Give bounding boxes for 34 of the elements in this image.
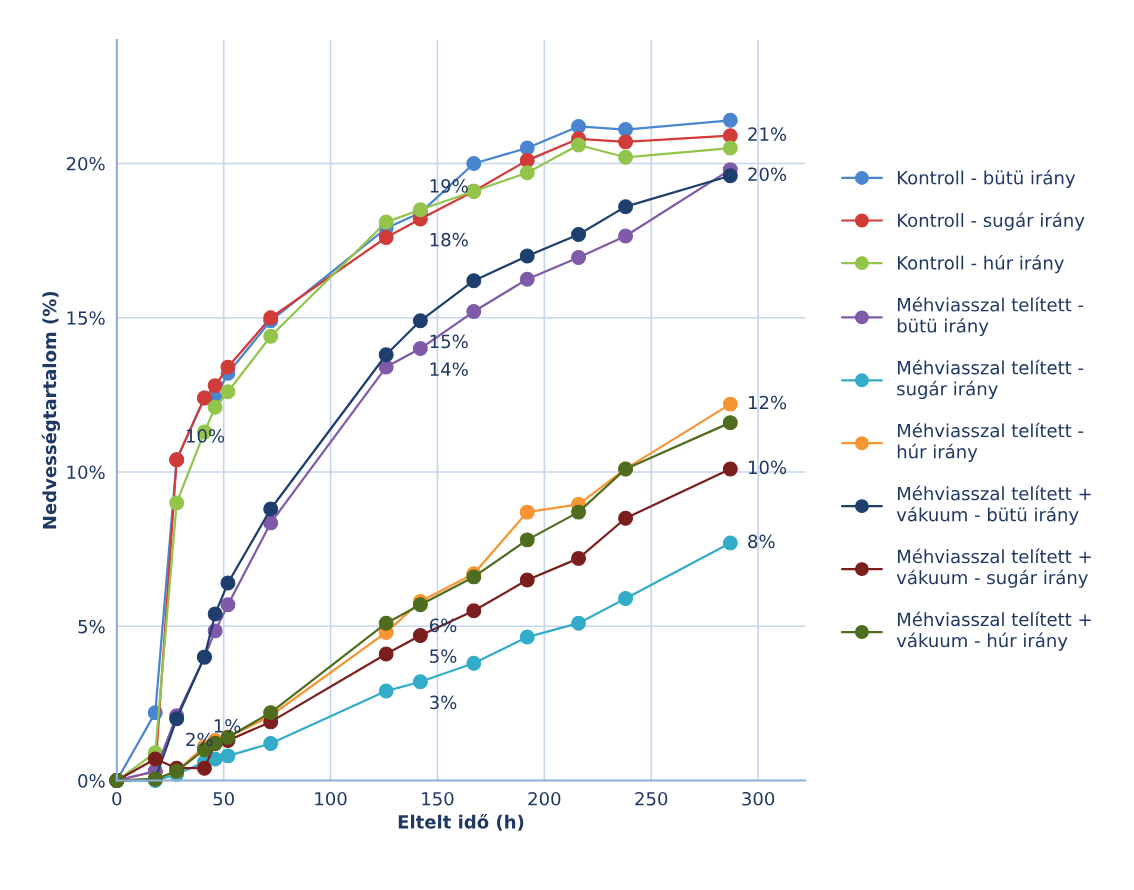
y-tick-label: 20% <box>66 156 105 171</box>
legend-label: Méhviasszal telített - sugár irány <box>897 359 1084 400</box>
data-label: 21% <box>748 127 787 141</box>
data-label: 1% <box>214 719 241 733</box>
x-tick-label: 150 <box>422 791 454 806</box>
legend-label: Méhviasszal telített + vákuum - sugár irány <box>896 548 1091 588</box>
data-label: 3% <box>430 695 457 710</box>
legend-label: Kontroll - sugár irány <box>897 212 1085 231</box>
x-tick-label: 250 <box>635 791 668 806</box>
data-label: 14% <box>430 362 468 377</box>
x-tick-label: 300 <box>742 791 775 806</box>
data-label: 20% <box>748 167 787 182</box>
y-tick-label: 10% <box>67 465 105 480</box>
x-tick-label: 200 <box>528 791 561 806</box>
legend-label: Méhviasszal telített + vákuum - húr irány <box>896 611 1091 651</box>
data-label: 5% <box>430 649 457 663</box>
y-tick-label: 5% <box>78 619 105 634</box>
legend-label: Kontroll - bütü irány <box>897 169 1076 189</box>
x-tick-label: 0 <box>112 791 122 806</box>
legend-label: Méhviasszal telített + vákuum - bütü irány <box>896 485 1091 525</box>
y-tick-label: 0% <box>78 773 105 788</box>
data-label: 18% <box>430 232 468 247</box>
y-tick-label: 15% <box>67 311 105 325</box>
x-tick-label: 50 <box>213 791 234 806</box>
data-label: 8% <box>748 534 775 549</box>
data-label: 15% <box>430 334 468 349</box>
legend-label: Méhviasszal telített - húr irány <box>897 422 1084 462</box>
data-label: 12% <box>748 395 787 410</box>
legend-label: Méhviasszal telített - bütü irány <box>897 296 1084 337</box>
x-tick-label: 100 <box>315 791 347 806</box>
data-label: 10% <box>748 460 787 475</box>
y-axis-title: Nedvességtartalom (%) <box>41 291 60 529</box>
x-axis-title: Eltelt idő (h) <box>398 813 524 831</box>
legend-label: Kontroll - húr irány <box>897 254 1064 274</box>
